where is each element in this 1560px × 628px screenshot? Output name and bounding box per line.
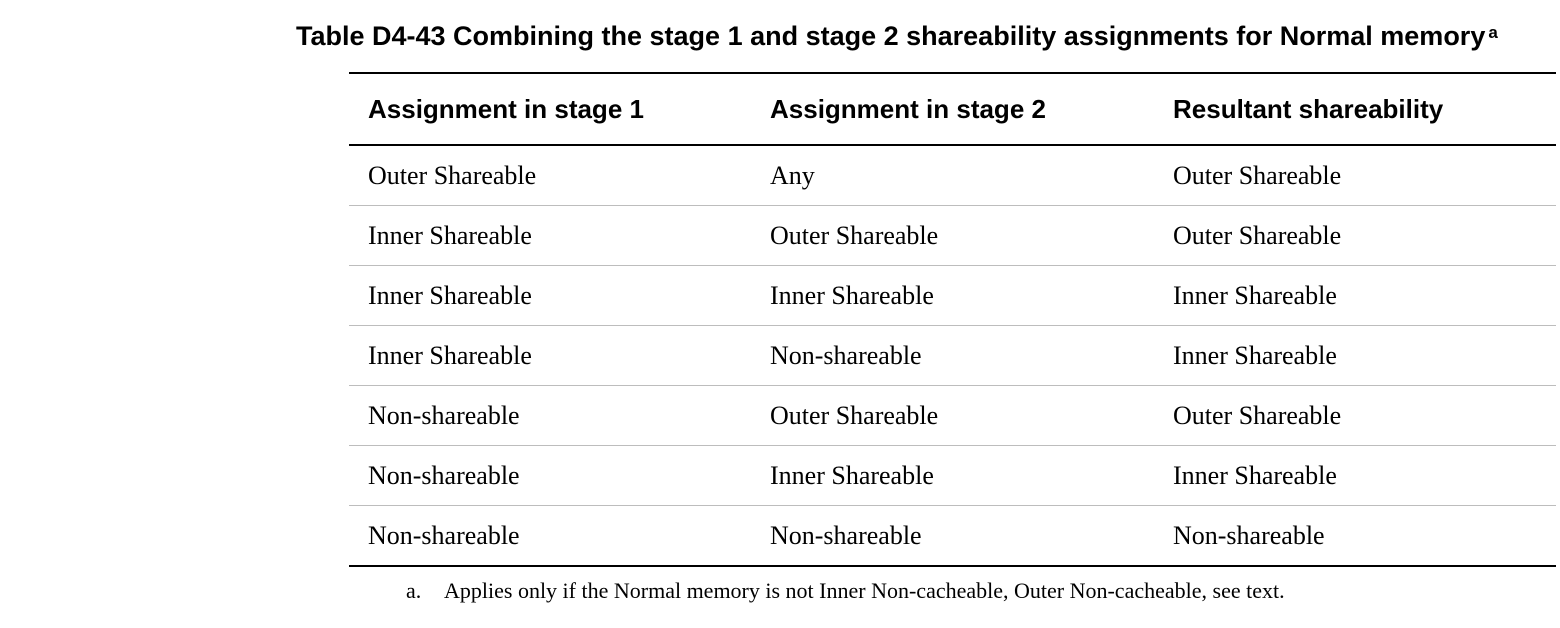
cell-resultant: Inner Shareable	[1173, 340, 1337, 370]
table-row: Inner Shareable Inner Shareable Inner Sh…	[349, 266, 1556, 326]
cell-stage-2: Outer Shareable	[770, 400, 939, 430]
cell-resultant: Outer Shareable	[1173, 160, 1342, 190]
cell-stage-1: Inner Shareable	[368, 280, 532, 310]
table-row: Non-shareable Outer Shareable Outer Shar…	[349, 386, 1556, 446]
cell-stage-2: Non-shareable	[770, 520, 922, 550]
footnote-marker: a.	[406, 578, 422, 603]
table-row: Inner Shareable Non-shareable Inner Shar…	[349, 326, 1556, 386]
header-row: Assignment in stage 1 Assignment in stag…	[349, 73, 1556, 145]
cell-stage-1: Non-shareable	[368, 460, 520, 490]
cell-resultant: Outer Shareable	[1173, 220, 1342, 250]
shareability-table: Assignment in stage 1 Assignment in stag…	[349, 72, 1556, 567]
table-row: Outer Shareable Any Outer Shareable	[349, 145, 1556, 206]
table-row: Inner Shareable Outer Shareable Outer Sh…	[349, 206, 1556, 266]
cell-stage-2: Any	[770, 160, 815, 190]
cell-resultant: Inner Shareable	[1173, 460, 1337, 490]
header-stage-1: Assignment in stage 1	[368, 93, 644, 124]
cell-stage-1: Non-shareable	[368, 400, 520, 430]
cell-stage-2: Outer Shareable	[770, 220, 939, 250]
cell-resultant: Outer Shareable	[1173, 400, 1342, 430]
cell-stage-1: Outer Shareable	[368, 160, 537, 190]
header-resultant: Resultant shareability	[1173, 93, 1444, 124]
cell-stage-2: Inner Shareable	[770, 460, 934, 490]
caption-footnote-marker: a	[1488, 23, 1498, 42]
cell-stage-1: Inner Shareable	[368, 220, 532, 250]
footnote-text: Applies only if the Normal memory is not…	[444, 578, 1285, 603]
shareability-table-container: Assignment in stage 1 Assignment in stag…	[349, 72, 1556, 567]
table-footnote: a. Applies only if the Normal memory is n…	[406, 576, 1285, 606]
table-caption: Table D4-43 Combining the stage 1 and st…	[296, 18, 1558, 54]
cell-resultant: Inner Shareable	[1173, 280, 1337, 310]
table-body: Outer Shareable Any Outer Shareable Inne…	[349, 145, 1556, 566]
table-row: Non-shareable Non-shareable Non-shareabl…	[349, 506, 1556, 566]
table-header: Assignment in stage 1 Assignment in stag…	[349, 73, 1556, 145]
cell-stage-1: Non-shareable	[368, 520, 520, 550]
header-stage-2: Assignment in stage 2	[770, 93, 1046, 124]
table-row: Non-shareable Inner Shareable Inner Shar…	[349, 446, 1556, 506]
cell-resultant: Non-shareable	[1173, 520, 1325, 550]
cell-stage-2: Inner Shareable	[770, 280, 934, 310]
cell-stage-1: Inner Shareable	[368, 340, 532, 370]
table-caption-text: Table D4-43 Combining the stage 1 and st…	[296, 21, 1486, 51]
cell-stage-2: Non-shareable	[770, 340, 922, 370]
